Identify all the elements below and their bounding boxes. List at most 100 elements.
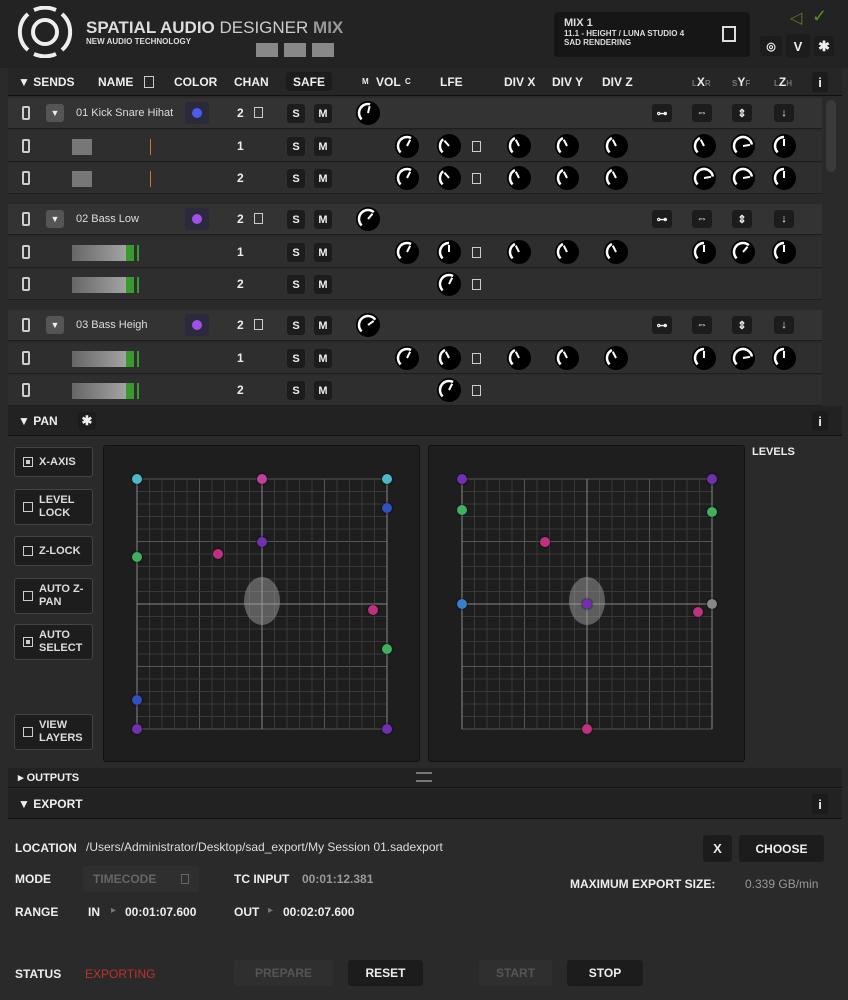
source-dot[interactable] xyxy=(693,606,704,617)
solo-button[interactable]: S xyxy=(287,104,305,123)
swap-x-button[interactable]: ⇔ xyxy=(692,104,712,122)
swap-y-button[interactable]: ⇕ xyxy=(732,210,752,228)
solo-button[interactable]: S xyxy=(287,210,305,229)
link-xyz-button[interactable]: ⊶ xyxy=(652,210,672,228)
mode-select[interactable]: TIMECODE xyxy=(83,866,199,892)
pan-option-auto-z-pan[interactable]: AUTO Z-PAN xyxy=(14,578,93,614)
swap-y-button[interactable]: ⇕ xyxy=(732,104,752,122)
div-z-knob[interactable] xyxy=(603,345,629,371)
solo-button[interactable]: S xyxy=(287,275,305,294)
safe-button[interactable]: SAFE xyxy=(286,72,332,91)
swap-y-button[interactable]: ⇕ xyxy=(732,316,752,334)
source-dot[interactable] xyxy=(582,599,592,609)
mute-button[interactable]: M xyxy=(314,169,332,188)
volume-knob[interactable] xyxy=(355,206,381,232)
x-knob[interactable] xyxy=(691,165,717,191)
div-y-knob[interactable] xyxy=(554,165,580,191)
x-knob[interactable] xyxy=(691,345,717,371)
gear-icon[interactable]: ✱ xyxy=(78,412,96,430)
in-value[interactable]: 00:01:07.600 xyxy=(125,905,197,919)
z-down-button[interactable]: ↓ xyxy=(774,210,794,228)
lfe-knob[interactable] xyxy=(436,239,462,265)
copy-icon[interactable] xyxy=(472,353,481,364)
expand-button[interactable]: ▼ xyxy=(46,316,64,334)
pan-grid-xy[interactable] xyxy=(103,445,420,762)
div-z-knob[interactable] xyxy=(603,239,629,265)
link-icon[interactable] xyxy=(22,318,30,332)
z-knob[interactable] xyxy=(771,239,797,265)
source-dot[interactable] xyxy=(707,506,717,517)
copy-icon[interactable] xyxy=(472,173,481,184)
color-button[interactable] xyxy=(185,208,209,230)
source-dot[interactable] xyxy=(382,644,392,654)
copy-icon[interactable] xyxy=(472,141,481,152)
color-button[interactable] xyxy=(185,102,209,124)
start-button[interactable]: START xyxy=(479,960,552,986)
div-y-knob[interactable] xyxy=(554,133,580,159)
expand-button[interactable]: ▼ xyxy=(46,210,64,228)
swap-x-button[interactable]: ⇔ xyxy=(692,210,712,228)
pan-option-view-layers[interactable]: VIEW LAYERS xyxy=(14,714,93,750)
swap-x-button[interactable]: ⇔ xyxy=(692,316,712,334)
mute-button[interactable]: M xyxy=(314,243,332,262)
mute-button[interactable]: M xyxy=(314,275,332,294)
div-x-knob[interactable] xyxy=(506,165,532,191)
x-knob[interactable] xyxy=(691,133,717,159)
stop-button[interactable]: STOP xyxy=(567,960,643,986)
color-button[interactable] xyxy=(185,314,209,336)
copy-icon[interactable] xyxy=(722,26,736,42)
volume-knob[interactable] xyxy=(394,165,420,191)
copy-icon[interactable] xyxy=(472,279,481,290)
source-dot[interactable] xyxy=(257,474,267,484)
checkbox[interactable] xyxy=(23,637,33,647)
info-button[interactable]: i xyxy=(812,794,828,814)
link-icon[interactable] xyxy=(22,212,30,226)
solo-button[interactable]: S xyxy=(287,243,305,262)
checkbox[interactable] xyxy=(23,546,33,556)
source-dot[interactable] xyxy=(707,474,717,484)
source-dot[interactable] xyxy=(368,605,379,616)
mute-button[interactable]: M xyxy=(314,349,332,368)
z-knob[interactable] xyxy=(771,133,797,159)
solo-button[interactable]: S xyxy=(287,349,305,368)
checkbox[interactable] xyxy=(23,502,33,512)
checkbox[interactable] xyxy=(23,727,33,737)
volume-knob[interactable] xyxy=(355,312,381,338)
source-dot[interactable] xyxy=(707,599,717,609)
source-dot[interactable] xyxy=(132,695,142,706)
copy-icon[interactable] xyxy=(472,385,481,396)
mute-button[interactable]: M xyxy=(314,381,332,400)
source-dot[interactable] xyxy=(213,549,224,559)
pan-option-z-lock[interactable]: Z-LOCK xyxy=(14,536,93,566)
track-name[interactable]: 02 Bass Low xyxy=(76,213,139,225)
y-knob[interactable] xyxy=(730,133,756,159)
pan-grid-z[interactable] xyxy=(428,445,745,762)
source-dot[interactable] xyxy=(457,474,467,484)
link-icon[interactable] xyxy=(22,139,30,153)
scrollbar[interactable] xyxy=(826,100,836,172)
pan-option-auto-select[interactable]: AUTO SELECT xyxy=(14,624,93,660)
y-knob[interactable] xyxy=(730,345,756,371)
link-icon[interactable] xyxy=(22,245,30,259)
track-name[interactable]: 03 Bass Heigh xyxy=(76,319,148,331)
track-name[interactable]: 01 Kick Snare Hihat xyxy=(76,107,174,119)
z-knob[interactable] xyxy=(771,345,797,371)
solo-button[interactable]: S xyxy=(287,137,305,156)
volume-knob[interactable] xyxy=(394,133,420,159)
y-knob[interactable] xyxy=(730,165,756,191)
lfe-knob[interactable] xyxy=(436,345,462,371)
div-y-knob[interactable] xyxy=(554,239,580,265)
z-down-button[interactable]: ↓ xyxy=(774,104,794,122)
link-icon[interactable] xyxy=(22,351,30,365)
copy-icon[interactable] xyxy=(144,76,154,88)
pan-toggle[interactable]: ▼ PAN xyxy=(18,414,58,428)
col-name[interactable]: NAME xyxy=(98,75,134,89)
copy-icon[interactable] xyxy=(472,247,481,258)
source-dot[interactable] xyxy=(382,724,392,734)
z-knob[interactable] xyxy=(771,165,797,191)
v-button[interactable]: V xyxy=(786,34,810,58)
resize-handle-icon[interactable] xyxy=(416,772,432,782)
mix-selector[interactable]: MIX 1 11.1 - HEIGHT / LUNA STUDIO 4 SAD … xyxy=(554,12,750,57)
layout-buttons[interactable] xyxy=(256,43,340,57)
volume-knob[interactable] xyxy=(394,239,420,265)
